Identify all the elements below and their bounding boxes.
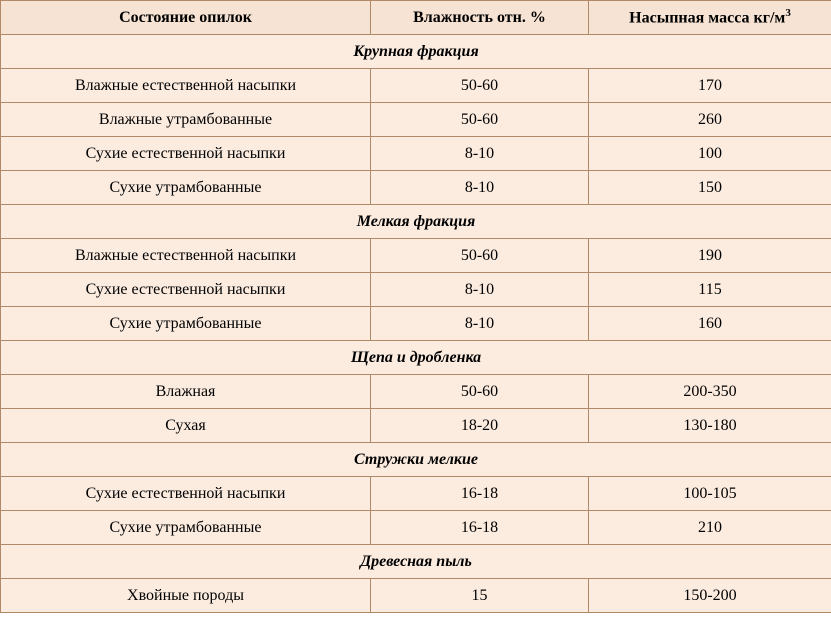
- cell-mass: 100-105: [589, 477, 831, 511]
- cell-mass: 115: [589, 273, 831, 307]
- cell-mass: 190: [589, 239, 831, 273]
- cell-state: Влажные естественной насыпки: [1, 69, 371, 103]
- cell-state: Сухие утрамбованные: [1, 307, 371, 341]
- section-header-row: Стружки мелкие: [1, 443, 831, 477]
- section-header-row: Крупная фракция: [1, 35, 831, 69]
- section-title: Мелкая фракция: [1, 205, 831, 239]
- table-row: Сухая18-20130-180: [1, 409, 831, 443]
- section-header-row: Мелкая фракция: [1, 205, 831, 239]
- cell-state: Сухие естественной насыпки: [1, 477, 371, 511]
- section-title: Древесная пыль: [1, 545, 831, 579]
- cell-humidity: 16-18: [371, 477, 589, 511]
- cell-state: Сухие утрамбованные: [1, 511, 371, 545]
- cell-humidity: 50-60: [371, 69, 589, 103]
- section-title: Крупная фракция: [1, 35, 831, 69]
- cell-humidity: 50-60: [371, 103, 589, 137]
- cell-humidity: 8-10: [371, 307, 589, 341]
- section-title: Стружки мелкие: [1, 443, 831, 477]
- cell-mass: 150-200: [589, 579, 831, 613]
- cell-mass: 100: [589, 137, 831, 171]
- table-row: Влажные естественной насыпки50-60190: [1, 239, 831, 273]
- cell-state: Влажные естественной насыпки: [1, 239, 371, 273]
- cell-state: Влажные утрамбованные: [1, 103, 371, 137]
- cell-humidity: 50-60: [371, 375, 589, 409]
- cell-humidity: 8-10: [371, 171, 589, 205]
- header-humidity: Влажность отн. %: [371, 1, 589, 35]
- cell-humidity: 15: [371, 579, 589, 613]
- header-mass: Насыпная масса кг/м3: [589, 1, 831, 35]
- cell-mass: 200-350: [589, 375, 831, 409]
- section-header-row: Щепа и дробленка: [1, 341, 831, 375]
- table-row: Сухие утрамбованные16-18210: [1, 511, 831, 545]
- table-row: Сухие естественной насыпки8-10115: [1, 273, 831, 307]
- table-row: Влажные утрамбованные50-60260: [1, 103, 831, 137]
- table-header-row: Состояние опилок Влажность отн. % Насыпн…: [1, 1, 831, 35]
- table-row: Сухие естественной насыпки8-10100: [1, 137, 831, 171]
- table-body: Крупная фракцияВлажные естественной насы…: [1, 35, 831, 613]
- cell-state: Хвойные породы: [1, 579, 371, 613]
- cell-state: Сухая: [1, 409, 371, 443]
- cell-mass: 160: [589, 307, 831, 341]
- table-row: Влажные естественной насыпки50-60170: [1, 69, 831, 103]
- header-mass-sup: 3: [785, 7, 791, 19]
- table-row: Сухие естественной насыпки16-18100-105: [1, 477, 831, 511]
- section-title: Щепа и дробленка: [1, 341, 831, 375]
- cell-humidity: 50-60: [371, 239, 589, 273]
- cell-state: Влажная: [1, 375, 371, 409]
- sawdust-properties-table: Состояние опилок Влажность отн. % Насыпн…: [0, 0, 831, 613]
- cell-state: Сухие естественной насыпки: [1, 273, 371, 307]
- cell-mass: 210: [589, 511, 831, 545]
- cell-humidity: 18-20: [371, 409, 589, 443]
- table-row: Сухие утрамбованные8-10150: [1, 171, 831, 205]
- table-row: Хвойные породы15150-200: [1, 579, 831, 613]
- header-state: Состояние опилок: [1, 1, 371, 35]
- cell-state: Сухие утрамбованные: [1, 171, 371, 205]
- cell-mass: 130-180: [589, 409, 831, 443]
- table-row: Влажная50-60200-350: [1, 375, 831, 409]
- cell-state: Сухие естественной насыпки: [1, 137, 371, 171]
- section-header-row: Древесная пыль: [1, 545, 831, 579]
- cell-mass: 260: [589, 103, 831, 137]
- header-mass-label: Насыпная масса кг/м: [629, 10, 785, 27]
- cell-mass: 170: [589, 69, 831, 103]
- table-row: Сухие утрамбованные8-10160: [1, 307, 831, 341]
- cell-humidity: 8-10: [371, 137, 589, 171]
- cell-mass: 150: [589, 171, 831, 205]
- cell-humidity: 8-10: [371, 273, 589, 307]
- cell-humidity: 16-18: [371, 511, 589, 545]
